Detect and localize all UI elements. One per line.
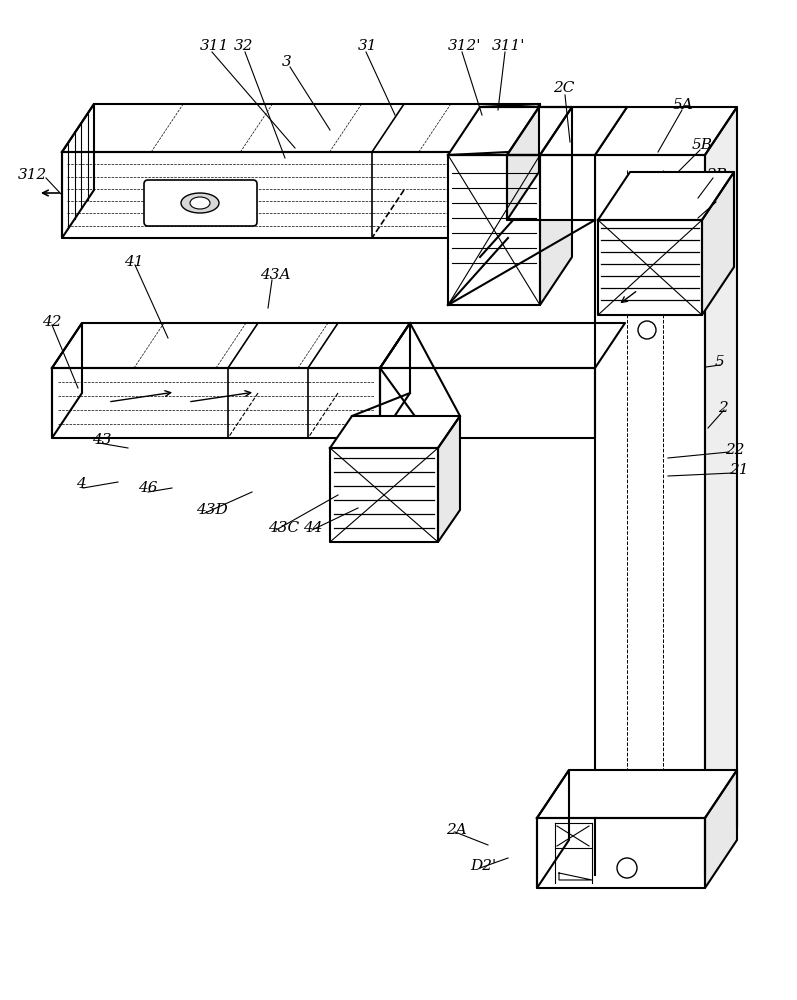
- Text: 31: 31: [358, 39, 378, 53]
- Polygon shape: [595, 155, 705, 875]
- Polygon shape: [507, 155, 595, 220]
- Text: 312: 312: [18, 168, 47, 182]
- Text: 43A: 43A: [260, 268, 290, 282]
- Polygon shape: [702, 172, 734, 315]
- Polygon shape: [537, 770, 737, 818]
- Text: 4: 4: [76, 477, 86, 491]
- Polygon shape: [537, 770, 569, 888]
- Text: 43: 43: [92, 433, 112, 447]
- Polygon shape: [508, 104, 540, 238]
- Text: 5C: 5C: [710, 191, 732, 205]
- Polygon shape: [62, 152, 508, 238]
- Circle shape: [617, 858, 637, 878]
- Text: 32: 32: [234, 39, 253, 53]
- Polygon shape: [448, 155, 540, 305]
- Text: 22: 22: [725, 443, 744, 457]
- Text: 5B: 5B: [692, 138, 713, 152]
- Text: 21: 21: [729, 463, 748, 477]
- Polygon shape: [52, 368, 380, 438]
- Polygon shape: [62, 104, 540, 152]
- Polygon shape: [507, 107, 627, 155]
- Polygon shape: [52, 323, 82, 438]
- Text: 2: 2: [718, 401, 728, 415]
- Text: 311': 311': [492, 39, 525, 53]
- Text: 43C: 43C: [268, 521, 299, 535]
- Ellipse shape: [190, 197, 210, 209]
- Polygon shape: [330, 448, 438, 542]
- FancyBboxPatch shape: [144, 180, 257, 226]
- Text: 5: 5: [715, 355, 724, 369]
- Polygon shape: [540, 107, 572, 305]
- Polygon shape: [598, 220, 702, 315]
- Text: 2B: 2B: [706, 168, 727, 182]
- Ellipse shape: [181, 193, 219, 213]
- Polygon shape: [380, 368, 595, 438]
- Polygon shape: [62, 104, 94, 238]
- Text: 2C: 2C: [553, 81, 575, 95]
- Text: 311: 311: [200, 39, 230, 53]
- Polygon shape: [705, 770, 737, 888]
- Polygon shape: [595, 107, 737, 155]
- Text: 3: 3: [282, 55, 292, 69]
- Text: D2': D2': [470, 859, 497, 873]
- Polygon shape: [448, 107, 572, 155]
- Text: 43D: 43D: [196, 503, 228, 517]
- Polygon shape: [438, 416, 460, 542]
- Polygon shape: [705, 107, 737, 875]
- Text: 5A: 5A: [673, 98, 693, 112]
- Polygon shape: [537, 818, 705, 888]
- Text: 41: 41: [124, 255, 143, 269]
- Polygon shape: [380, 323, 410, 438]
- Text: 46: 46: [138, 481, 158, 495]
- Polygon shape: [507, 107, 539, 220]
- Polygon shape: [598, 172, 734, 220]
- Text: 44: 44: [303, 521, 323, 535]
- Text: 2A: 2A: [446, 823, 467, 837]
- Circle shape: [638, 321, 656, 339]
- Polygon shape: [52, 323, 410, 368]
- Polygon shape: [380, 323, 625, 368]
- Text: 312': 312': [448, 39, 481, 53]
- Polygon shape: [330, 416, 460, 448]
- Text: 42: 42: [42, 315, 61, 329]
